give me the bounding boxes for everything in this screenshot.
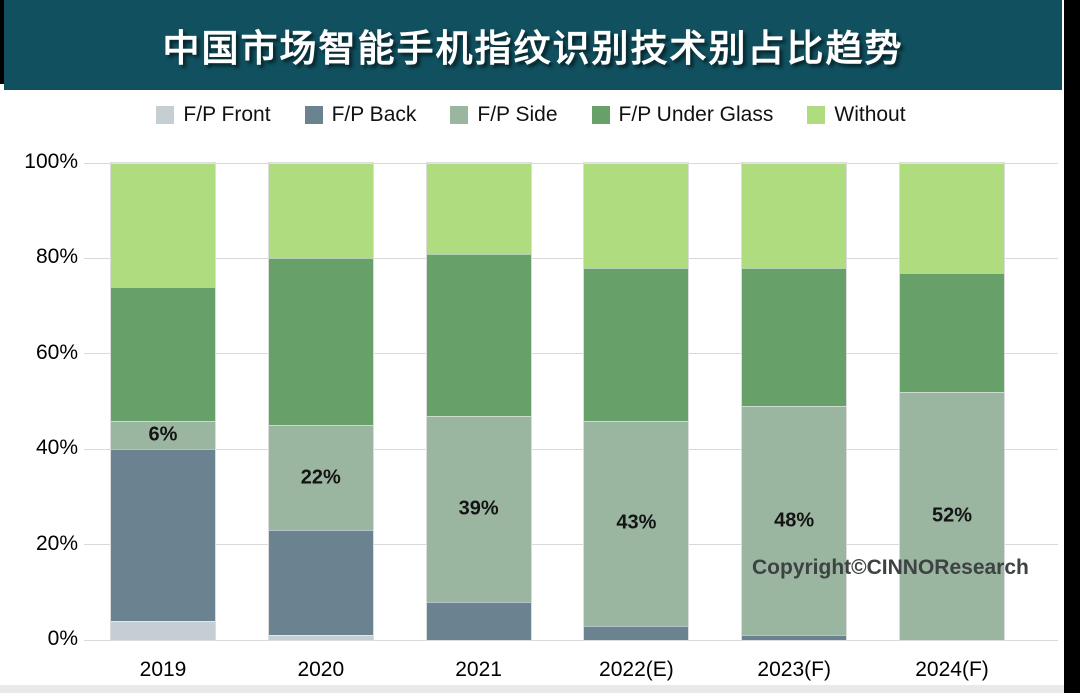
segment-f-p-back-2020 <box>268 530 373 636</box>
y-tick-label-80: 80% <box>35 245 78 269</box>
bottom-strip <box>0 685 1064 693</box>
legend-marker-f-p-under-glass <box>591 106 610 124</box>
bar-2020: 22% <box>267 162 374 641</box>
segment-without-2020 <box>268 163 373 259</box>
gridline-80 <box>84 257 1058 259</box>
segment-f-p-back-2019 <box>111 449 215 621</box>
segment-f-p-under-glass-2019 <box>111 287 215 421</box>
y-tick-label-40: 40% <box>35 436 78 460</box>
x-tick-label-2019: 2019 <box>139 658 187 681</box>
gridline-40 <box>84 448 1058 450</box>
y-tick-label-100: 100% <box>24 150 78 173</box>
segment-f-p-side-2020: 22% <box>268 425 373 531</box>
chart-legend: F/P Front F/P Back F/P Side F/P Under Glass… <box>0 103 1062 127</box>
segment-without-2019 <box>111 163 215 288</box>
segment-f-p-back-2023-f <box>742 635 847 640</box>
data-label-2021: 39% <box>458 497 499 520</box>
legend-label-f-p-front: F/P Front <box>183 103 271 126</box>
title-bar: 中国市场智能手机指纹识别技术别占比趋势 <box>4 0 1062 90</box>
legend-item-f-p-under-glass: F/P Under Glass <box>591 103 774 127</box>
segment-f-p-side-2019: 6% <box>111 420 215 450</box>
data-label-2024-f: 52% <box>931 504 973 527</box>
data-label-2020: 22% <box>300 466 341 489</box>
chart-title: 中国市场智能手机指纹识别技术别占比趋势 <box>162 28 904 69</box>
left-edge-strip <box>0 0 4 84</box>
gridline-100 <box>84 162 1058 164</box>
segment-without-2021 <box>426 163 531 254</box>
legend-marker-f-p-back <box>304 106 323 124</box>
gridline-60 <box>84 353 1058 355</box>
data-label-2019: 6% <box>148 423 178 446</box>
segment-f-p-under-glass-2024-f <box>900 272 1004 392</box>
segment-f-p-under-glass-2023-f <box>742 267 847 407</box>
y-tick-label-60: 60% <box>35 340 78 364</box>
segment-without-2022-e <box>584 163 689 268</box>
segment-f-p-under-glass-2021 <box>426 253 531 416</box>
copyright-watermark: Copyright©CINNOResearch <box>752 556 1029 579</box>
x-tick-label-2020: 2020 <box>297 658 345 681</box>
segment-f-p-front-2019 <box>111 620 215 640</box>
legend-marker-f-p-side <box>450 106 469 124</box>
segment-f-p-back-2022-e <box>584 625 689 640</box>
segment-f-p-under-glass-2022-e <box>584 267 689 421</box>
data-label-2022-e: 43% <box>616 511 657 534</box>
legend-item-f-p-back: F/P Back <box>304 103 417 127</box>
bar-2021: 39% <box>425 162 532 641</box>
x-tick-label-2022-e: 2022(E) <box>599 658 674 681</box>
y-tick-label-0: 0% <box>47 627 78 650</box>
x-tick-label-2024-f: 2024(F) <box>915 658 989 681</box>
legend-label-f-p-side: F/P Side <box>477 103 558 126</box>
segment-f-p-front-2020 <box>268 635 373 640</box>
legend-item-f-p-side: F/P Side <box>450 103 558 127</box>
bar-2022-e: 43% <box>583 162 690 641</box>
legend-label-f-p-under-glass: F/P Under Glass <box>618 103 774 126</box>
bar-2024-f: 52% <box>899 162 1005 641</box>
gridline-0 <box>84 639 1058 641</box>
data-label-2023-f: 48% <box>774 509 815 532</box>
bar-2019: 6% <box>110 162 216 641</box>
legend-item-without: Without <box>807 103 906 127</box>
segment-f-p-side-2023-f: 48% <box>742 406 847 636</box>
legend-marker-without <box>807 106 826 124</box>
legend-marker-f-p-front <box>156 106 175 124</box>
segment-without-2024-f <box>900 163 1004 273</box>
x-tick-label-2021: 2021 <box>455 658 502 681</box>
y-tick-label-20: 20% <box>35 531 78 555</box>
segment-without-2023-f <box>742 163 847 268</box>
x-tick-label-2023-f: 2023(F) <box>757 658 831 681</box>
segment-f-p-side-2024-f: 52% <box>900 391 1004 640</box>
legend-item-f-p-front: F/P Front <box>156 103 271 127</box>
gridline-20 <box>84 544 1058 546</box>
segment-f-p-side-2021: 39% <box>426 415 531 602</box>
legend-label-f-p-back: F/P Back <box>331 103 417 126</box>
segment-f-p-side-2022-e: 43% <box>584 420 689 626</box>
right-edge-strip <box>1064 0 1080 693</box>
bar-2023-f: 48% <box>741 162 848 641</box>
segment-f-p-under-glass-2020 <box>268 258 373 426</box>
segment-f-p-back-2021 <box>426 601 531 640</box>
legend-label-without: Without <box>834 103 906 126</box>
